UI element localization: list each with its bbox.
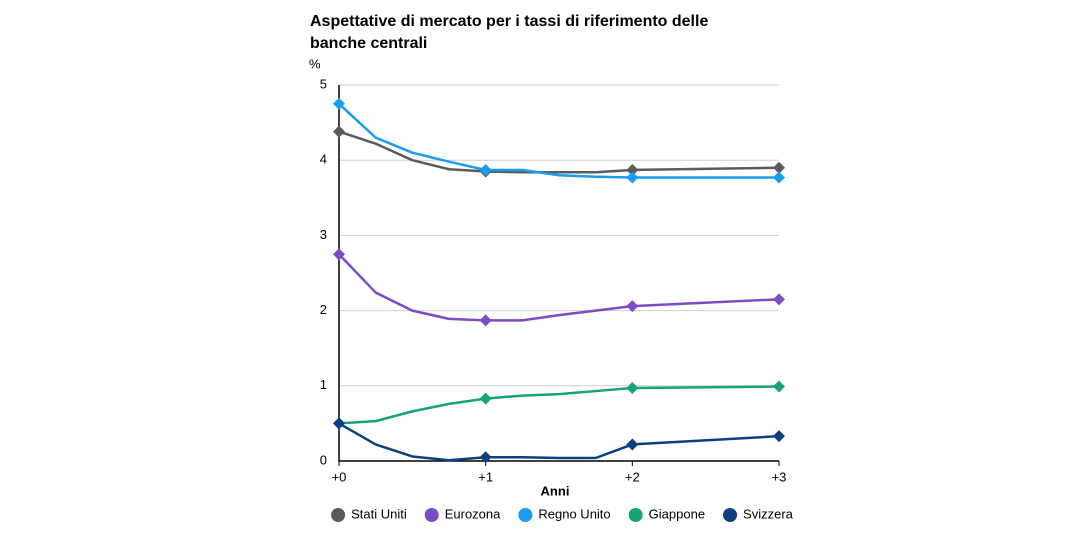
series-line: [338, 422, 780, 462]
series-line: [338, 253, 780, 322]
y-tick-label: 3: [320, 227, 327, 242]
series-marker: [773, 380, 785, 393]
series-marker: [333, 417, 345, 430]
series-marker: [773, 430, 785, 443]
series-line: [338, 102, 779, 179]
series-marker: [626, 438, 639, 451]
series-marker: [333, 97, 345, 110]
series-marker: [333, 125, 345, 138]
chart-title: Aspettative di mercato per i tassi di ri…: [310, 13, 709, 52]
x-tick-label: +2: [625, 469, 640, 484]
legend-swatch: [331, 508, 346, 522]
legend-swatch: [723, 508, 738, 522]
legend-label: Stati Uniti: [351, 506, 407, 521]
legend-label: Regno Unito: [538, 506, 610, 521]
x-axis-label: Anni: [541, 483, 570, 498]
series-line: [338, 385, 780, 425]
y-tick-label: 2: [320, 302, 327, 317]
series-marker: [479, 451, 492, 464]
legend-label: Giappone: [649, 506, 705, 521]
series-marker: [626, 382, 639, 395]
y-tick-label: 5: [320, 76, 327, 91]
legend-label: Eurozona: [445, 506, 501, 521]
legend: Stati Uniti Eurozona Regno Unito Giappone Sv…: [331, 506, 794, 522]
series-line: [338, 130, 780, 174]
legend-swatch: [424, 508, 439, 522]
series-marker: [773, 161, 785, 174]
legend-label: Svizzera: [743, 506, 794, 521]
series-marker: [626, 163, 639, 176]
series-marker: [479, 163, 492, 176]
series-marker: [479, 392, 492, 405]
x-tick-label: +0: [332, 469, 347, 484]
series-marker: [626, 171, 639, 184]
legend-swatch: [628, 508, 643, 522]
x-tick-label: +1: [478, 469, 493, 484]
x-tick-label: +3: [772, 469, 787, 484]
y-axis-label: %: [309, 56, 321, 71]
series-marker: [333, 248, 345, 261]
legend-swatch: [518, 508, 533, 522]
series-marker: [773, 171, 785, 184]
series-marker: [479, 314, 492, 327]
series-marker: [626, 300, 639, 313]
series-marker: [773, 293, 785, 306]
y-tick-label: 4: [320, 152, 327, 167]
y-tick-label: 1: [320, 377, 327, 392]
y-tick-label: 0: [320, 452, 327, 467]
